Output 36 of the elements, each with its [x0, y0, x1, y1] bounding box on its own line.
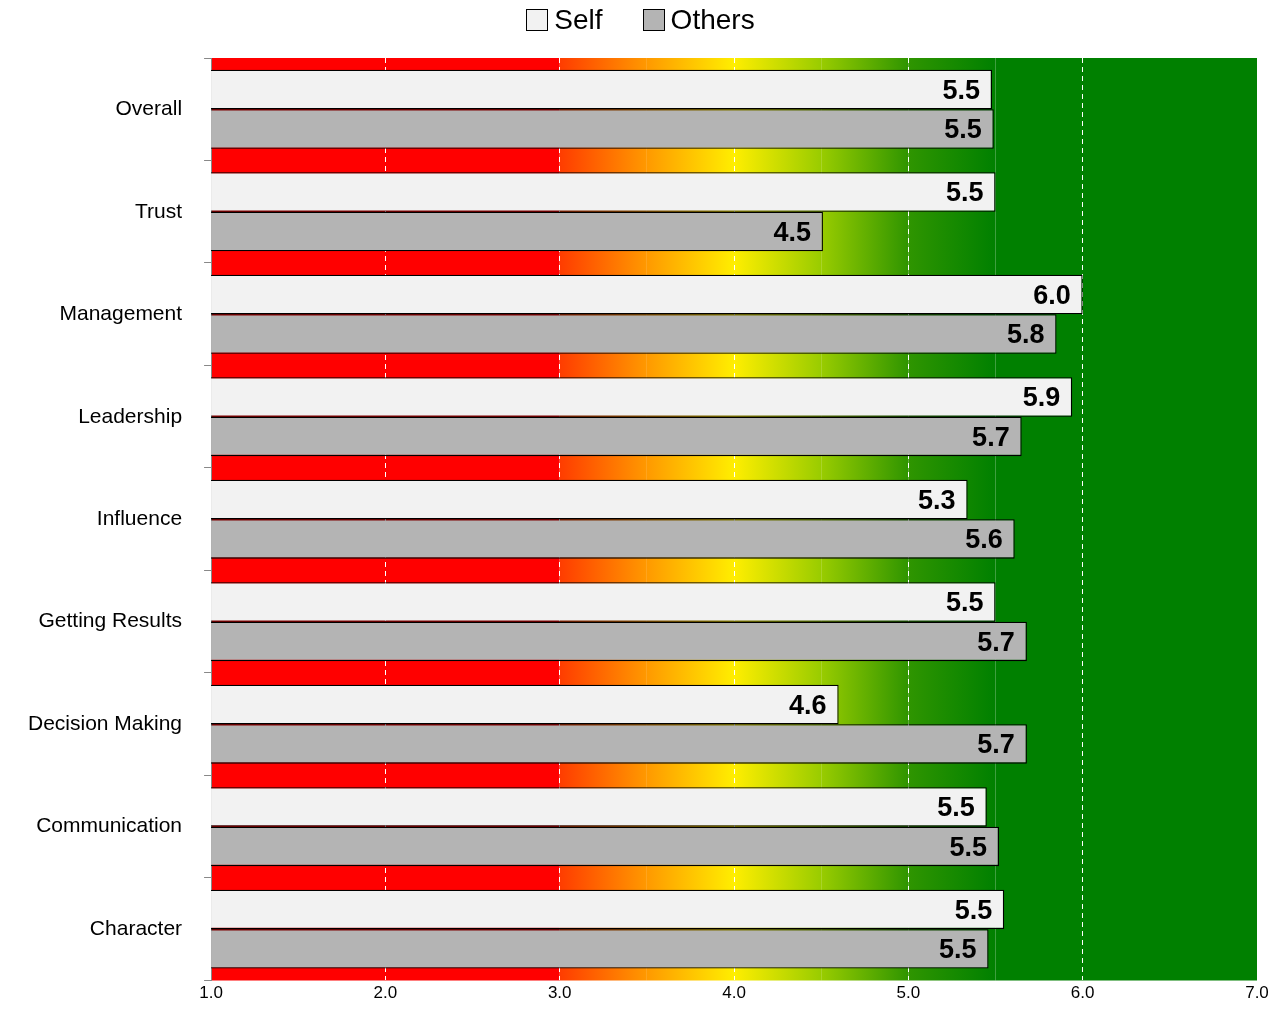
data-label: 5.5: [945, 177, 984, 208]
data-label: 5.7: [977, 626, 1015, 657]
data-label: 4.5: [773, 216, 811, 247]
data-label: 5.9: [1022, 382, 1061, 413]
data-label: 4.6: [789, 689, 827, 720]
x-tick-label: 6.0: [1070, 983, 1095, 1003]
y-tick-label: Getting Results: [38, 608, 183, 632]
y-tick-label: Character: [89, 915, 183, 939]
y-tick-label: Trust: [135, 198, 183, 222]
legend-label: Self: [554, 4, 603, 36]
y-tick-label: Communication: [36, 813, 183, 837]
y-tick-label: Leadership: [78, 403, 183, 427]
data-label: 5.7: [972, 421, 1010, 452]
data-label: 5.5: [949, 831, 987, 862]
data-label: 5.5: [944, 114, 982, 145]
data-label: 5.5: [939, 934, 977, 965]
data-label: 5.7: [977, 729, 1015, 760]
x-tick-label: 2.0: [373, 983, 398, 1003]
x-tick-label: 4.0: [722, 983, 746, 1003]
x-tick-label: 5.0: [896, 983, 921, 1003]
y-tick-label: Overall: [115, 96, 183, 120]
y-tick-label: Management: [59, 301, 183, 325]
y-tick-label: Decision Making: [27, 710, 183, 734]
data-label: 5.8: [1006, 319, 1045, 350]
data-label: 6.0: [1033, 279, 1071, 310]
data-label: 5.5: [942, 74, 981, 105]
y-tick-label: Influence: [96, 506, 183, 529]
data-label: 5.3: [918, 484, 956, 515]
x-tick-label: 3.0: [547, 983, 572, 1003]
data-label: 5.6: [965, 524, 1003, 555]
x-tick-label: 7.0: [1245, 983, 1269, 1003]
data-label: 5.5: [954, 894, 993, 925]
x-tick-label: 1.0: [199, 983, 223, 1003]
data-label: 5.5: [945, 587, 984, 618]
data-label: 5.5: [937, 792, 975, 823]
legend-label: Others: [670, 4, 755, 36]
